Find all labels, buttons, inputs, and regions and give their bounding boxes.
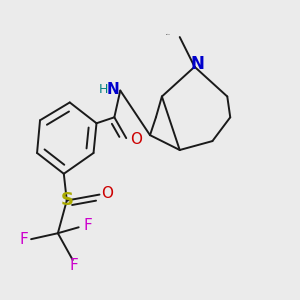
- Text: F: F: [83, 218, 92, 233]
- Text: N: N: [190, 55, 205, 73]
- Text: S: S: [61, 190, 74, 208]
- Text: H: H: [99, 82, 109, 96]
- Text: F: F: [70, 258, 79, 273]
- Text: O: O: [130, 132, 142, 147]
- Text: methyl: methyl: [165, 34, 170, 35]
- Text: O: O: [101, 186, 113, 201]
- Text: F: F: [19, 232, 28, 247]
- Text: N: N: [106, 82, 119, 97]
